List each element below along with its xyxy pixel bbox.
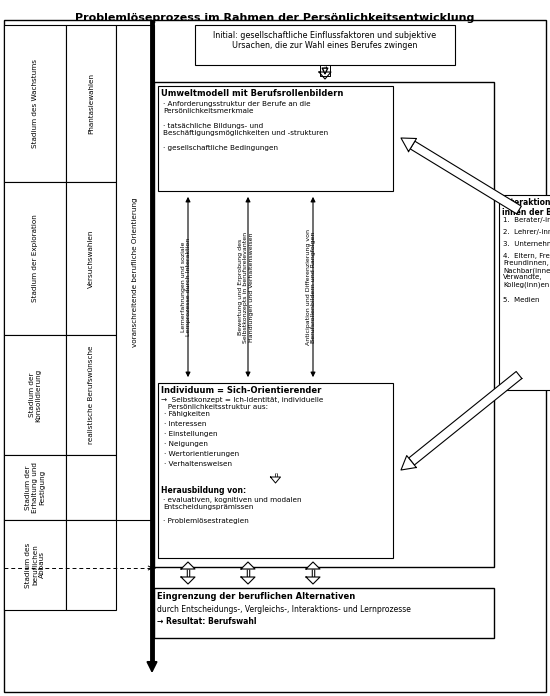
Polygon shape — [409, 372, 522, 465]
Bar — [66, 520, 116, 610]
Polygon shape — [410, 141, 521, 214]
Text: · Verhaltensweisen: · Verhaltensweisen — [164, 461, 232, 467]
Bar — [66, 25, 116, 182]
Text: Stadium des
beruflichen
Abbaus: Stadium des beruflichen Abbaus — [25, 542, 45, 587]
Text: Individuum = Sich-Orientierender: Individuum = Sich-Orientierender — [161, 386, 321, 395]
Text: realistische Berufswünsche: realistische Berufswünsche — [88, 346, 94, 444]
Bar — [4, 182, 66, 335]
Bar — [4, 455, 66, 520]
Text: 5.  Medien: 5. Medien — [503, 297, 540, 303]
Bar — [158, 86, 393, 191]
Polygon shape — [401, 456, 416, 470]
Bar — [66, 182, 116, 335]
Polygon shape — [306, 562, 320, 569]
Text: · Fähigkeiten: · Fähigkeiten — [164, 411, 210, 417]
Polygon shape — [241, 577, 255, 584]
Text: · Neigungen: · Neigungen — [164, 441, 208, 447]
Text: Initial: gesellschaftliche Einflussfaktoren und subjektive
Ursachen, die zur Wah: Initial: gesellschaftliche Einflussfakto… — [213, 31, 437, 50]
Text: 4.  Eltern, Freunde und
Freundinnen,
Nachbar(inne)n,
Verwandte,
Kolleg(inn)en: 4. Eltern, Freunde und Freundinnen, Nach… — [503, 253, 550, 288]
Text: · Wertorientierungen: · Wertorientierungen — [164, 451, 239, 457]
Text: 3.  Unternehmen: 3. Unternehmen — [503, 241, 550, 247]
Text: · gesellschaftliche Bedingungen: · gesellschaftliche Bedingungen — [163, 145, 278, 151]
Text: · Einstellungen: · Einstellungen — [164, 431, 217, 437]
Bar — [4, 25, 66, 182]
Bar — [154, 588, 494, 638]
Bar — [66, 455, 116, 520]
Text: Anticipation und Differenzierung von
Berufsrollenbildern und Rangfolgen: Anticipation und Differenzierung von Ber… — [306, 229, 316, 345]
Text: Bewertung und Erprobung des
Selbstkonzepts in berufsrelevanten
Handlungen und Ve: Bewertung und Erprobung des Selbstkonzep… — [238, 232, 254, 342]
Text: Umweltmodell mit Berufsrollenbildern: Umweltmodell mit Berufsrollenbildern — [161, 89, 343, 98]
Polygon shape — [319, 72, 331, 79]
Polygon shape — [241, 562, 255, 569]
Bar — [66, 335, 116, 455]
Polygon shape — [401, 138, 416, 152]
Polygon shape — [181, 577, 195, 584]
Bar — [4, 335, 66, 455]
Bar — [499, 195, 550, 390]
Text: → Resultat: Berufswahl: → Resultat: Berufswahl — [157, 617, 256, 626]
Text: Eingrenzung der beruflichen Alternativen: Eingrenzung der beruflichen Alternativen — [157, 592, 355, 601]
Text: · Interessen: · Interessen — [164, 421, 206, 427]
Text: Problemlöseprozess im Rahmen der Persönlichkeitsentwicklung: Problemlöseprozess im Rahmen der Persönl… — [75, 13, 475, 23]
Text: Stadium der
Erhaltung und
Festigung: Stadium der Erhaltung und Festigung — [25, 462, 45, 513]
Text: durch Entscheidungs-, Vergleichs-, Interaktions- und Lernprozesse: durch Entscheidungs-, Vergleichs-, Inter… — [157, 605, 411, 614]
Text: Stadium der Exploration: Stadium der Exploration — [32, 214, 38, 302]
Bar — [158, 383, 393, 558]
Bar — [4, 520, 66, 610]
Text: voranschreitende berufliche Orientierung: voranschreitende berufliche Orientierung — [132, 198, 138, 347]
Text: Phantasiewahlen: Phantasiewahlen — [88, 73, 94, 134]
Text: Stadium der
Konsolidierung: Stadium der Konsolidierung — [29, 368, 41, 422]
Text: · Problemlösestrategien: · Problemlösestrategien — [163, 518, 249, 524]
Text: Stadium des Wachstums: Stadium des Wachstums — [32, 59, 38, 148]
Polygon shape — [271, 477, 281, 483]
Text: 1.  Berater/-innen: 1. Berater/-innen — [503, 217, 550, 223]
Text: · tatsächliche Bildungs- und
Beschäftigungsmöglichkeiten und -strukturen: · tatsächliche Bildungs- und Beschäftigu… — [163, 123, 328, 136]
Polygon shape — [306, 577, 320, 584]
Text: Interaktionspartner/-
innen der Berufswahl: Interaktionspartner/- innen der Berufswa… — [502, 198, 550, 217]
Text: Herausbildung von:: Herausbildung von: — [161, 486, 246, 495]
Text: Lernerfahrungen und soziale
Lernprozesse durch Interaktion: Lernerfahrungen und soziale Lernprozesse… — [180, 238, 191, 336]
Text: · Anforderungsstruktur der Berufe an die
Persönlichkeitsmerkmale: · Anforderungsstruktur der Berufe an die… — [163, 101, 311, 114]
Polygon shape — [320, 66, 330, 76]
Text: Versuchswahlen: Versuchswahlen — [88, 229, 94, 287]
Bar — [116, 25, 154, 520]
Bar — [195, 25, 455, 65]
Text: →  Selbstkonzept = Ich-Identität, individuelle
   Persönlichkeitsstruktur aus:: → Selbstkonzept = Ich-Identität, individ… — [161, 397, 323, 410]
Text: 2.  Lehrer/-innen: 2. Lehrer/-innen — [503, 229, 550, 235]
Polygon shape — [181, 562, 195, 569]
Text: · evaluativen, kognitiven und modalen
Entscheidungsprämissen: · evaluativen, kognitiven und modalen En… — [163, 497, 301, 510]
Bar — [154, 82, 494, 567]
